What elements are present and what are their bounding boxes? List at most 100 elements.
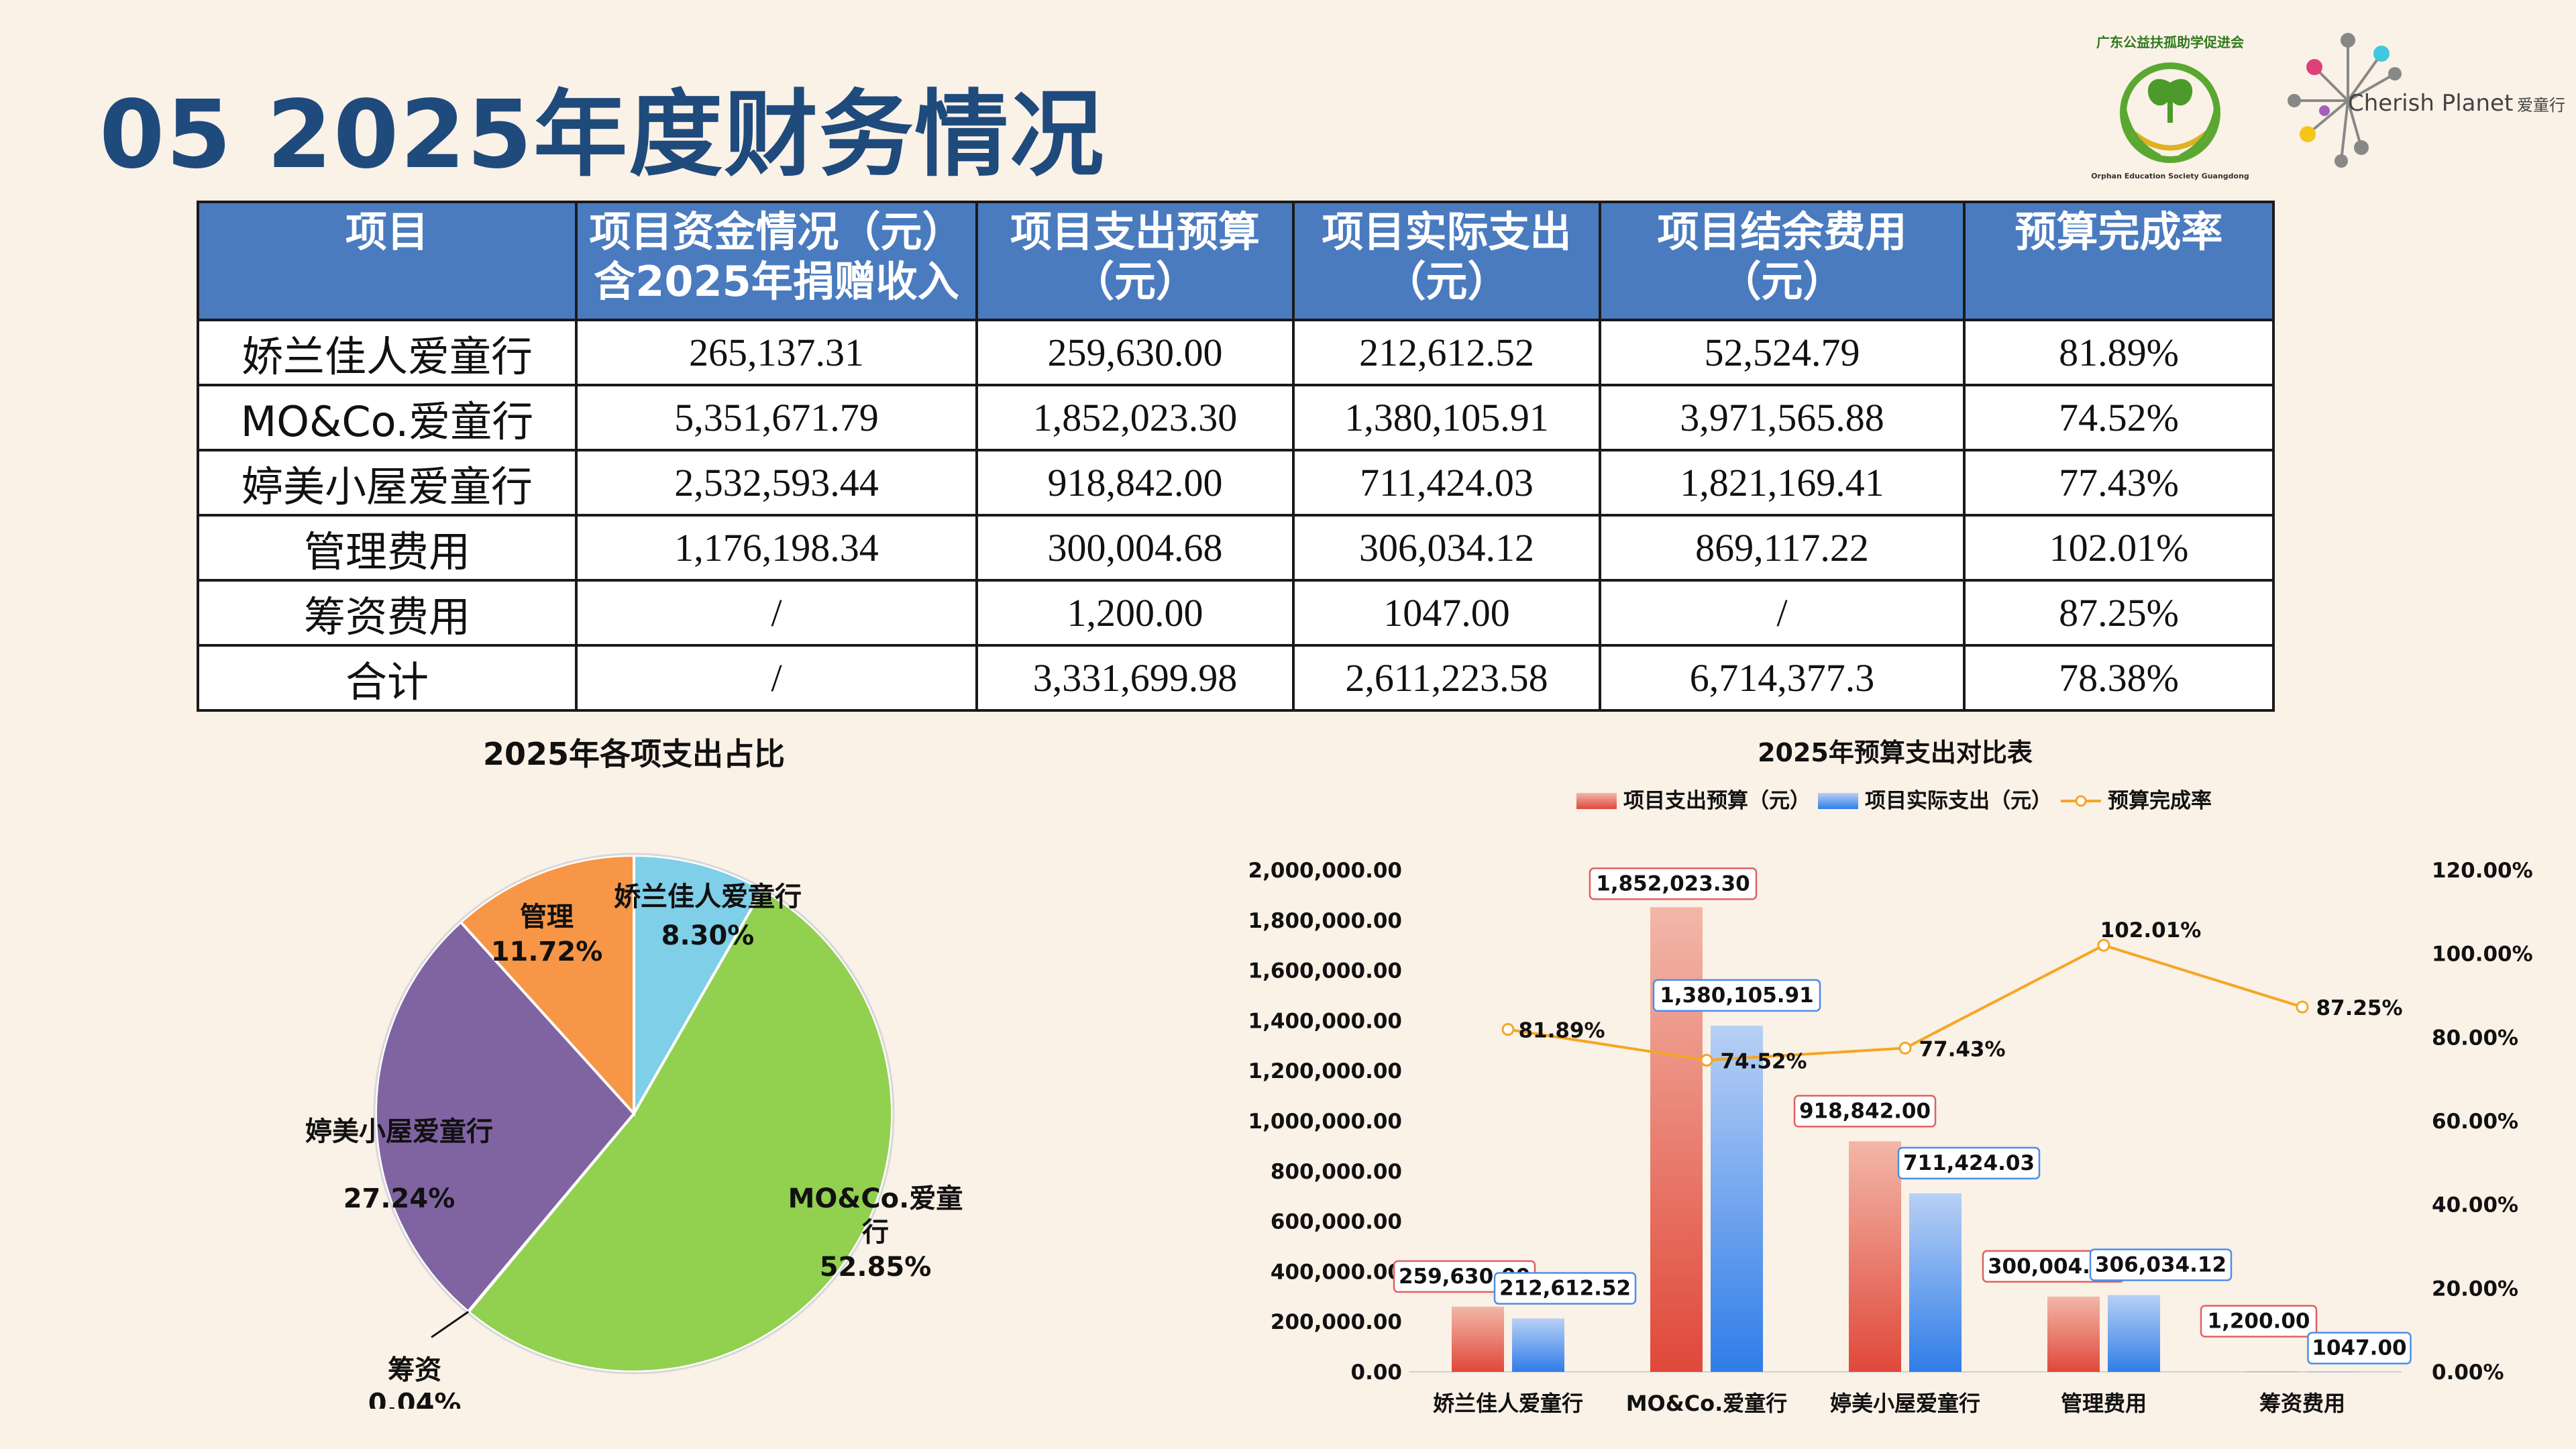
data-label-budget-box: [2200, 1305, 2318, 1338]
cell-actual: 306,034.12: [1292, 514, 1601, 582]
pie-title: 2025年各项支出占比: [483, 736, 785, 772]
pie-label-0: 娇兰佳人爱童行 8.30%: [614, 881, 802, 951]
cell-project: 筹资费用: [197, 579, 578, 647]
cell-funds: 5,351,671.79: [575, 384, 978, 451]
data-label-actual-box: [1652, 979, 1821, 1012]
y2-tick-label: 0.00%: [2432, 1360, 2504, 1385]
y2-tick-label: 120.00%: [2432, 859, 2533, 883]
y-tick-label: 200,000.00: [1271, 1310, 1402, 1334]
cell-project: 合计: [197, 644, 578, 712]
cell-actual: 711,424.03: [1292, 449, 1601, 517]
rate-point: [2296, 1000, 2309, 1014]
cell-funds: 1,176,198.34: [575, 514, 978, 582]
cell-budget: 918,842.00: [975, 449, 1295, 517]
cell-balance: 6,714,377.3: [1599, 644, 1966, 712]
cell-balance: /: [1599, 579, 1966, 647]
legend-swatch-budget: [1576, 793, 1617, 809]
pie-slice: [466, 888, 894, 1373]
pie-label-pct: 8.30%: [661, 920, 755, 951]
org-logo: 广东公益扶孤助学促进会 Orphan Education Society Gua…: [2091, 34, 2249, 180]
pie-label-pct: 11.72%: [491, 936, 603, 967]
cell-budget: 1,852,023.30: [975, 384, 1295, 451]
bar-budget: [1650, 907, 1703, 1372]
y-tick-label: 1,200,000.00: [1248, 1059, 1402, 1083]
bar-actual: [1909, 1193, 1962, 1372]
cell-project: 娇兰佳人爱童行: [197, 319, 578, 386]
cell-budget: 1,200.00: [975, 579, 1295, 647]
pie-label-name: 娇兰佳人爱童行: [614, 881, 802, 912]
org-logo-subtext: Orphan Education Society Guangdong: [2091, 172, 2249, 180]
pie-rim: [373, 853, 895, 1375]
rate-point: [1898, 1041, 1912, 1055]
finance-table: 项目 项目资金情况（元） 含2025年捐赠收入 项目支出预算 （元） 项目实际支出（…: [197, 201, 2275, 712]
data-label-actual: 711,424.03: [1903, 1151, 2035, 1175]
data-label-actual: 212,612.52: [1499, 1276, 1631, 1300]
bar-budget: [2047, 1296, 2100, 1372]
pie-label-3: 婷美小屋爱童行 27.24%: [305, 1116, 493, 1214]
data-label-budget: 918,842.00: [1799, 1099, 1931, 1123]
pie-label-2: 筹资 0.04%: [368, 1354, 462, 1409]
cell-budget: 259,630.00: [975, 319, 1295, 386]
table-row: MO&Co.爱童行 5,351,671.79 1,852,023.30 1,38…: [197, 384, 2275, 451]
legend-label-budget: 项目支出预算（元）: [1623, 789, 1811, 813]
pie-slice: [633, 853, 765, 1119]
bar-chart-title: 2025年预算支出对比表: [1758, 738, 2033, 767]
rate-label: 87.25%: [2316, 996, 2402, 1020]
table-header-row: 项目 项目资金情况（元） 含2025年捐赠收入 项目支出预算 （元） 项目实际支出（…: [197, 201, 2275, 321]
data-label-budget-box: [1589, 867, 1758, 900]
cell-actual: 2,611,223.58: [1292, 644, 1601, 712]
table-row: 婷美小屋爱童行 2,532,593.44 918,842.00 711,424.…: [197, 449, 2275, 517]
cherish-planet-text: Cherish Planet: [2348, 90, 2513, 117]
header-funds: 项目资金情况（元） 含2025年捐赠收入: [575, 201, 978, 321]
cell-funds: /: [575, 644, 978, 712]
pie-label-name: 筹资: [388, 1354, 441, 1385]
rate-label: 77.43%: [1919, 1037, 2005, 1061]
data-label-actual: 1047.00: [2312, 1336, 2406, 1360]
data-label-budget-box: [1793, 1095, 1937, 1128]
data-label-actual-box: [1897, 1146, 2041, 1180]
table-row: 娇兰佳人爱童行 265,137.31 259,630.00 212,612.52…: [197, 319, 2275, 386]
pie-label-pct: 52.85%: [820, 1252, 932, 1283]
cell-actual: 1047.00: [1292, 579, 1601, 647]
cell-balance: 3,971,565.88: [1599, 384, 1966, 451]
x-tick-label: MO&Co.爱童行: [1626, 1391, 1788, 1416]
y2-tick-label: 100.00%: [2432, 943, 2533, 967]
legend-label-rate: 预算完成率: [2108, 789, 2212, 813]
cell-rate: 74.52%: [1963, 384, 2275, 451]
data-label-actual-box: [2089, 1248, 2233, 1281]
bar-actual: [1711, 1025, 1763, 1372]
data-label-actual-box: [2307, 1332, 2412, 1364]
cell-balance: 869,117.22: [1599, 514, 1966, 582]
table-row: 管理费用 1,176,198.34 300,004.68 306,034.12 …: [197, 514, 2275, 582]
cell-balance: 52,524.79: [1599, 319, 1966, 386]
x-tick-label: 婷美小屋爱童行: [1830, 1391, 1980, 1416]
cell-balance: 1,821,169.41: [1599, 449, 1966, 517]
header-budget: 项目支出预算 （元）: [975, 201, 1295, 321]
data-label-actual: 306,034.12: [2095, 1253, 2226, 1277]
y-tick-label: 1,600,000.00: [1248, 959, 1402, 983]
legend-label-actual: 项目实际支出（元）: [1865, 789, 2052, 813]
bar-actual: [1512, 1318, 1564, 1372]
legend-marker-rate: [2075, 795, 2087, 807]
rate-label: 81.89%: [1518, 1019, 1605, 1043]
page-title: 05 2025年度财务情况: [99, 80, 1106, 190]
bar-actual: [2108, 1295, 2160, 1372]
x-tick-label: 筹资费用: [2259, 1391, 2345, 1416]
y2-tick-label: 60.00%: [2432, 1110, 2518, 1134]
header-actual: 项目实际支出 （元）: [1292, 201, 1601, 321]
y-tick-label: 800,000.00: [1271, 1160, 1402, 1184]
y-tick-label: 0.00: [1351, 1360, 1403, 1385]
y-tick-label: 1,000,000.00: [1248, 1110, 1402, 1134]
y2-tick-label: 20.00%: [2432, 1277, 2518, 1301]
y-tick-label: 1,400,000.00: [1248, 1009, 1402, 1033]
y-tick-label: 400,000.00: [1271, 1260, 1402, 1284]
rate-label: 102.01%: [2100, 918, 2202, 943]
bar-budget: [1849, 1141, 1901, 1372]
cell-actual: 212,612.52: [1292, 319, 1601, 386]
cell-budget: 3,331,699.98: [975, 644, 1295, 712]
rate-label: 74.52%: [1720, 1049, 1807, 1073]
rate-point: [1501, 1023, 1515, 1036]
cell-project: 管理费用: [197, 514, 578, 582]
